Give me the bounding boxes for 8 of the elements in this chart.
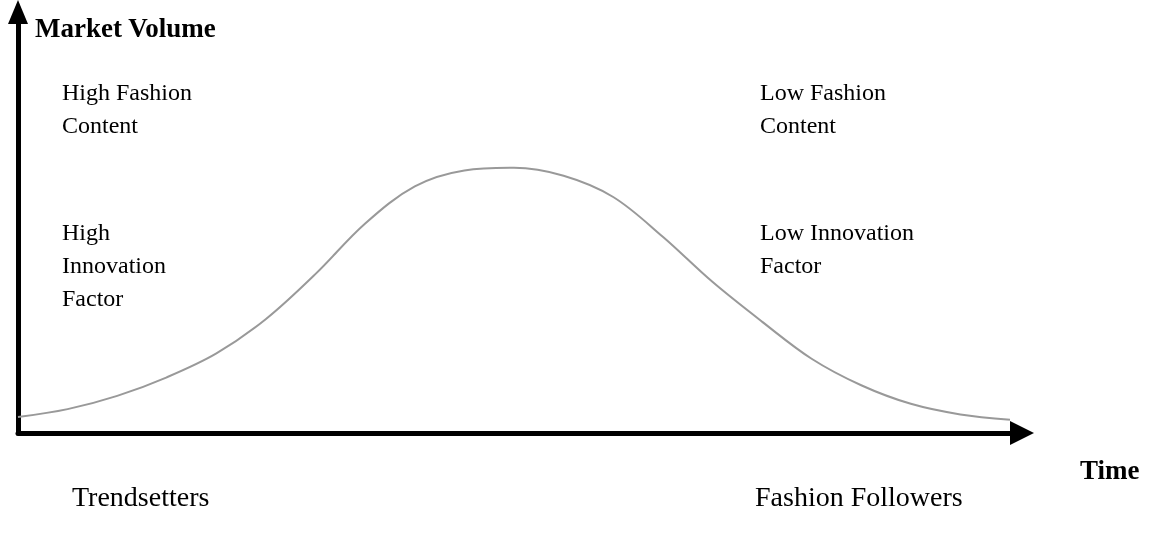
text: Low Fashion Content [760,78,892,138]
text: Fashion Followers [755,480,963,512]
text: High Fashion Content [62,78,199,138]
text: Trendsetters [72,480,210,512]
annotation: Low Innovation Factor [760,218,920,278]
y-axis-title: Market Volume [35,12,216,43]
annotation: High Innovation Factor [62,218,172,311]
x-axis-title: Time [1080,454,1140,485]
